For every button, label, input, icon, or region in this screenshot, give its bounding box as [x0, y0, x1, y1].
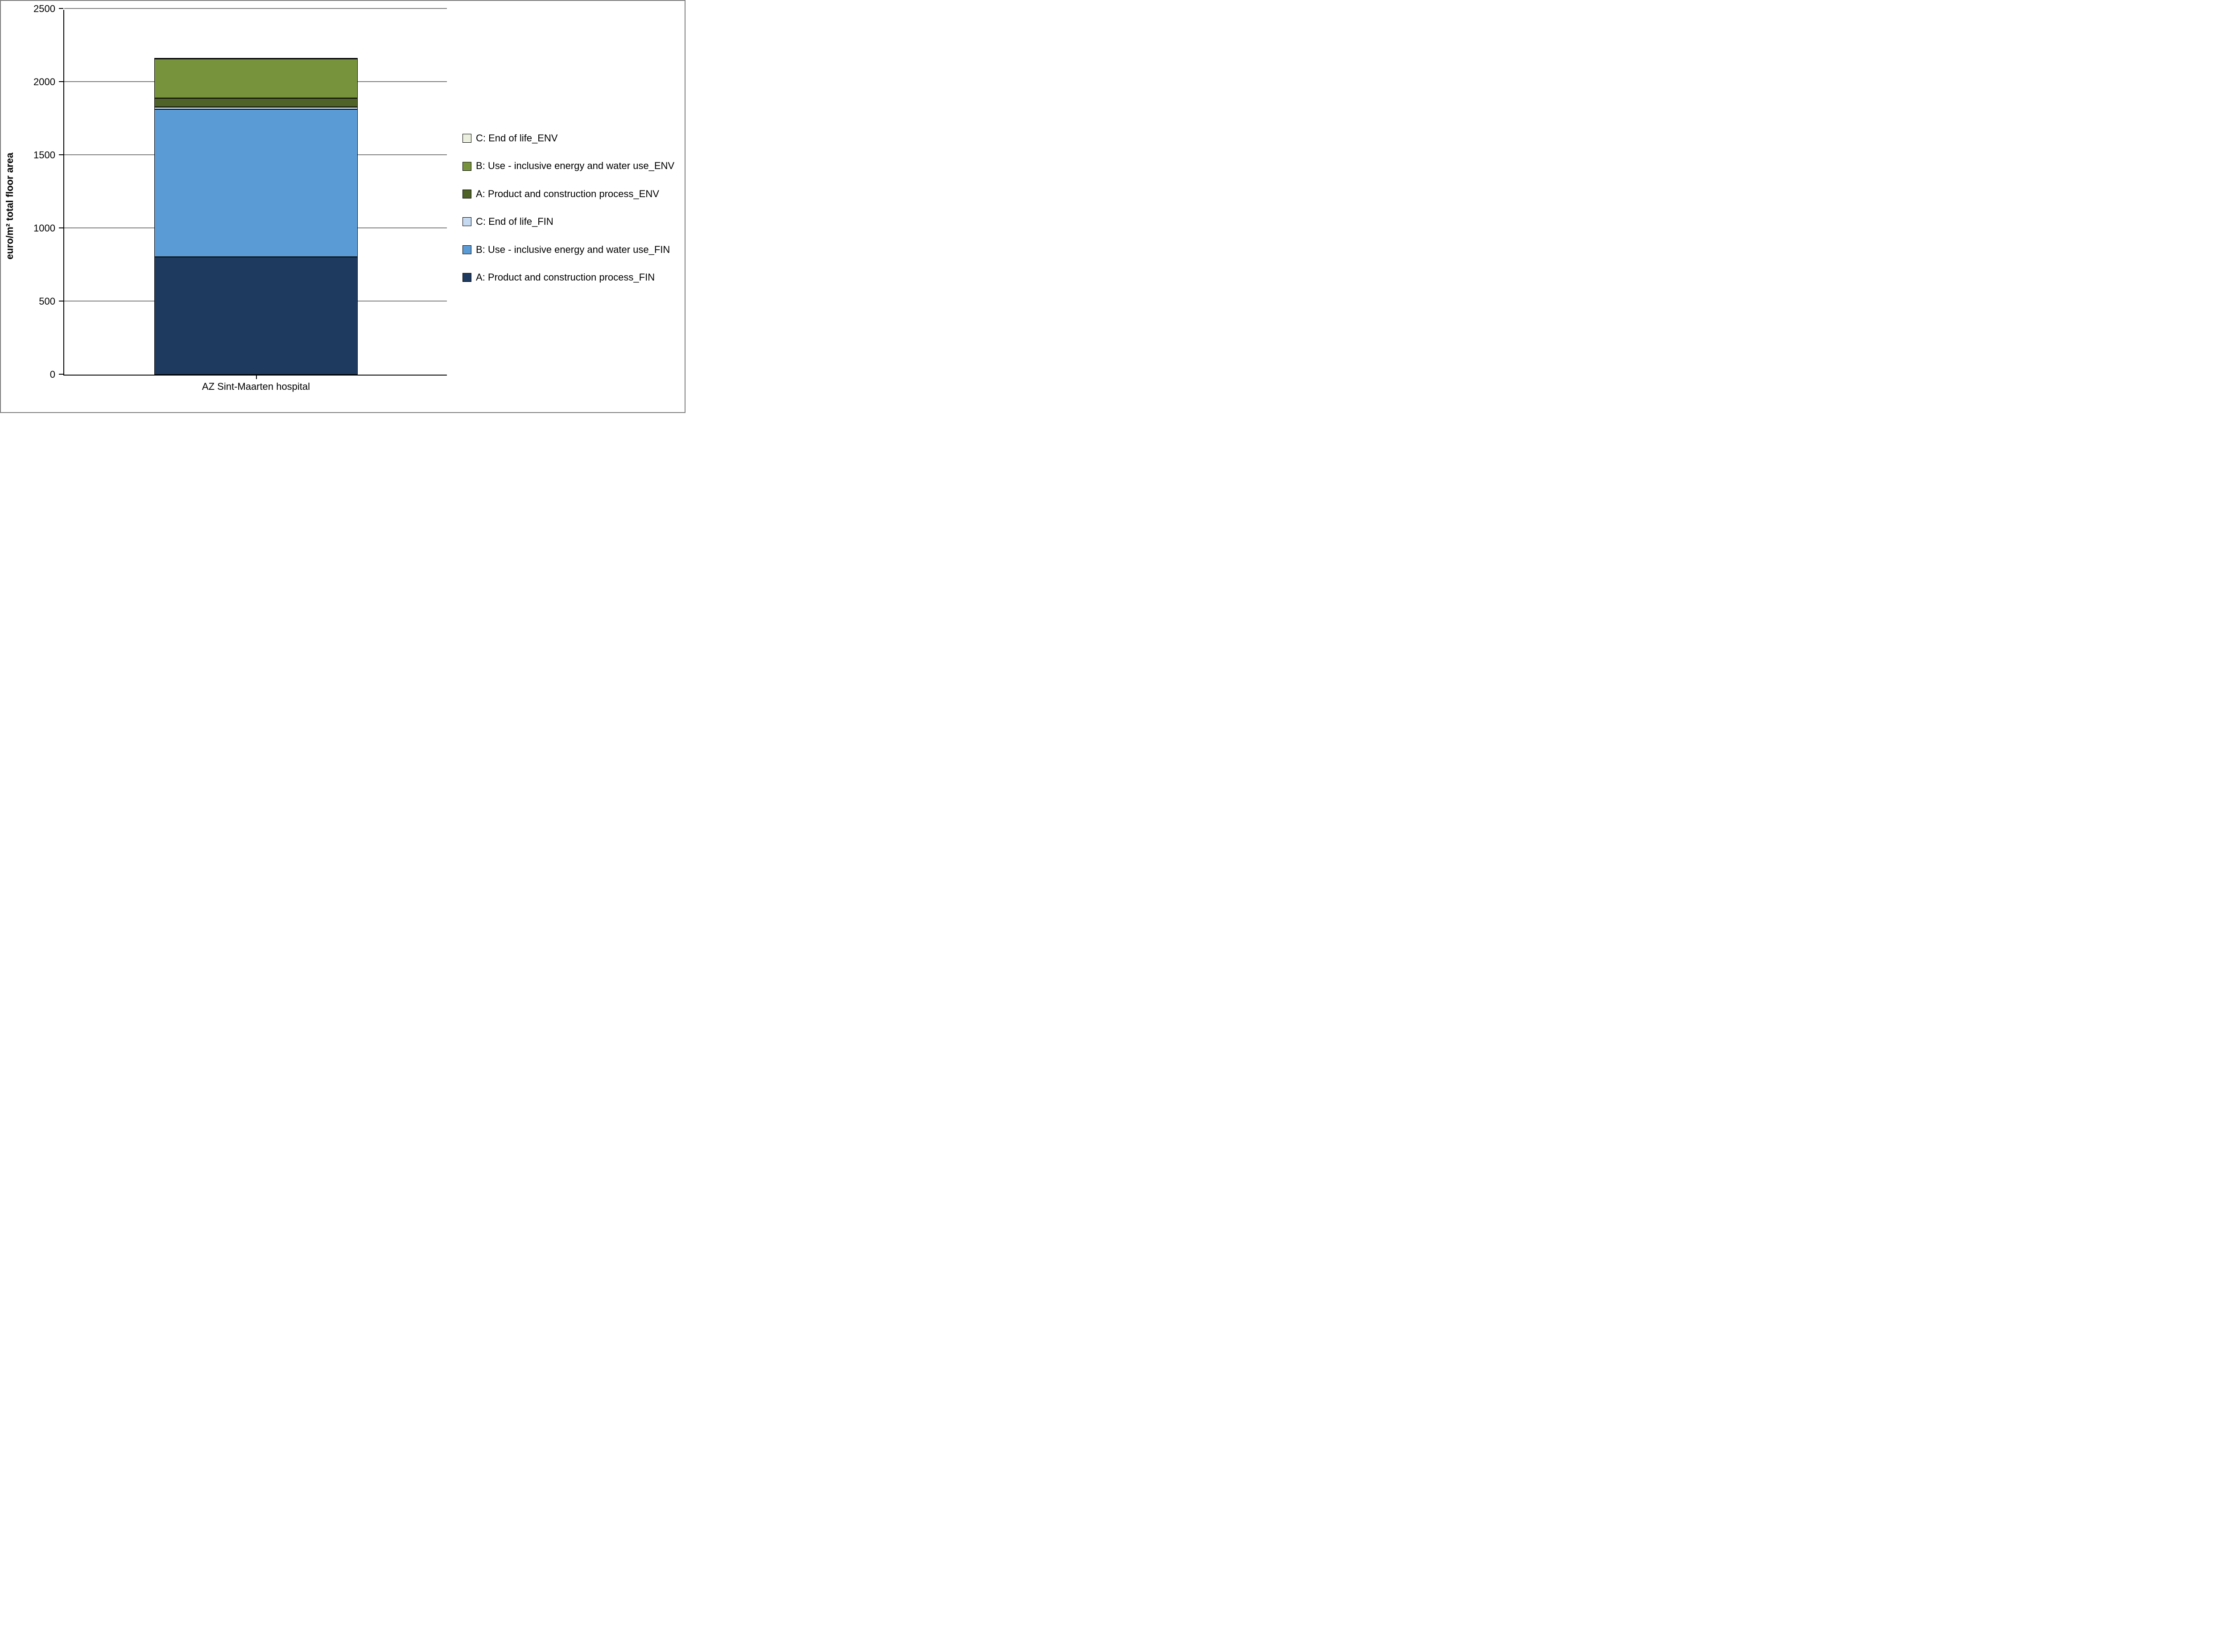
x-category-label: AZ Sint-Maarten hospital [202, 381, 310, 392]
legend-label: B: Use - inclusive energy and water use_… [476, 244, 670, 256]
y-tick-label: 1000 [24, 223, 55, 234]
legend-label: B: Use - inclusive energy and water use_… [476, 160, 674, 172]
chart-area: euro/m² total floor area 050010001500200… [14, 10, 447, 402]
legend-label: A: Product and construction process_ENV [476, 188, 659, 200]
y-tick [59, 154, 63, 155]
gridline [64, 8, 447, 9]
bar: AZ Sint-Maarten hospital [154, 58, 358, 375]
legend-item-c_env: C: End of life_ENV [463, 132, 677, 144]
bar-segment-a_fin [154, 257, 358, 375]
y-tick [59, 81, 63, 82]
legend-label: C: End of life_ENV [476, 132, 558, 144]
plot-area: 05001000150020002500AZ Sint-Maarten hosp… [63, 10, 447, 376]
legend-item-a_env: A: Product and construction process_ENV [463, 188, 677, 200]
legend-label: C: End of life_FIN [476, 216, 553, 227]
legend-swatch [463, 273, 471, 282]
legend-swatch [463, 190, 471, 198]
legend-swatch [463, 217, 471, 226]
y-tick-label: 0 [24, 369, 55, 380]
y-tick [59, 227, 63, 228]
y-tick-label: 2500 [24, 3, 55, 15]
y-tick-label: 500 [24, 296, 55, 307]
legend-item-b_env: B: Use - inclusive energy and water use_… [463, 160, 677, 172]
legend-item-b_fin: B: Use - inclusive energy and water use_… [463, 244, 677, 256]
legend-item-c_fin: C: End of life_FIN [463, 216, 677, 227]
legend: C: End of life_ENV B: Use - inclusive ene… [463, 132, 677, 299]
bar-segment-b_env [154, 59, 358, 99]
chart-container: euro/m² total floor area 050010001500200… [0, 0, 686, 413]
bar-segment-b_fin [154, 109, 358, 257]
bar-segment-a_env [154, 98, 358, 107]
y-tick [59, 8, 63, 9]
y-axis-label: euro/m² total floor area [4, 153, 16, 260]
legend-swatch [463, 134, 471, 143]
x-tick [256, 375, 257, 379]
legend-swatch [463, 245, 471, 254]
legend-item-a_fin: A: Product and construction process_FIN [463, 272, 677, 283]
y-tick [59, 374, 63, 375]
legend-swatch [463, 162, 471, 171]
y-tick-label: 1500 [24, 149, 55, 161]
legend-label: A: Product and construction process_FIN [476, 272, 655, 283]
y-tick-label: 2000 [24, 76, 55, 88]
